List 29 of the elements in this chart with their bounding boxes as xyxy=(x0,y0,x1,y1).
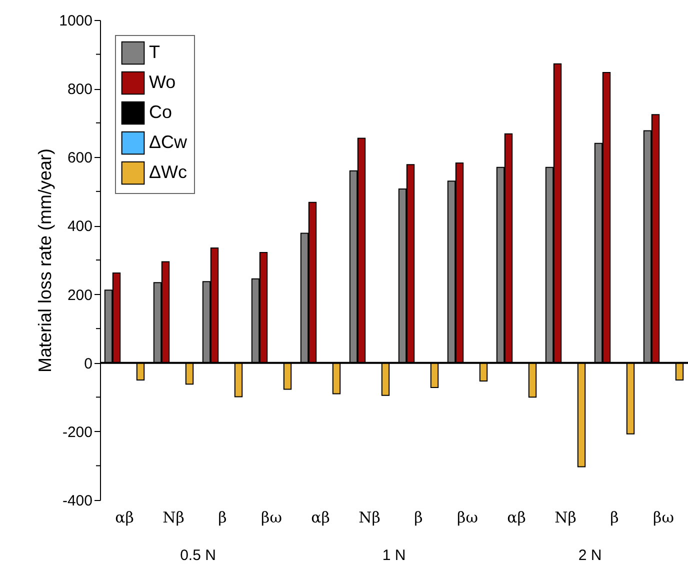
y-tick-label: 200 xyxy=(67,286,92,304)
x-tick-label: βω xyxy=(457,508,478,526)
x-tick-label: αβ xyxy=(507,508,526,526)
y-tick-label: 0 xyxy=(84,355,92,372)
x-tick-label: β xyxy=(610,508,619,526)
legend-label: T xyxy=(149,42,160,62)
text: 0.5 N xyxy=(180,547,216,564)
y-tick-label: 400 xyxy=(67,218,92,236)
x-tick-label: αβ xyxy=(311,508,330,526)
y-tick-label: -200 xyxy=(62,424,92,441)
x-tick-label: β xyxy=(414,508,423,526)
legend-label: Co xyxy=(149,102,172,122)
legend-label: ΔWc xyxy=(149,162,188,182)
y-tick-label: -400 xyxy=(62,492,92,510)
x-tick-label: Nβ xyxy=(358,508,380,526)
y-tick-label: 600 xyxy=(67,150,92,167)
y-tick-label: 800 xyxy=(67,81,92,98)
x-tick-label: αβ xyxy=(115,508,134,526)
text: 2 N xyxy=(578,547,602,564)
legend-label: Wo xyxy=(149,72,176,92)
x-tick-label: Nβ xyxy=(554,508,576,526)
x-tick-label: β xyxy=(218,508,227,526)
y-tick-label: 1000 xyxy=(59,12,92,30)
x-tick-label: βω xyxy=(653,508,674,526)
x-tick-label: Nβ xyxy=(162,508,184,526)
x-tick-label: βω xyxy=(261,508,282,526)
text: 1 N xyxy=(382,547,406,564)
y-axis-title: Material loss rate (mm/year) xyxy=(35,148,56,373)
legend-label: ΔCw xyxy=(149,132,188,152)
